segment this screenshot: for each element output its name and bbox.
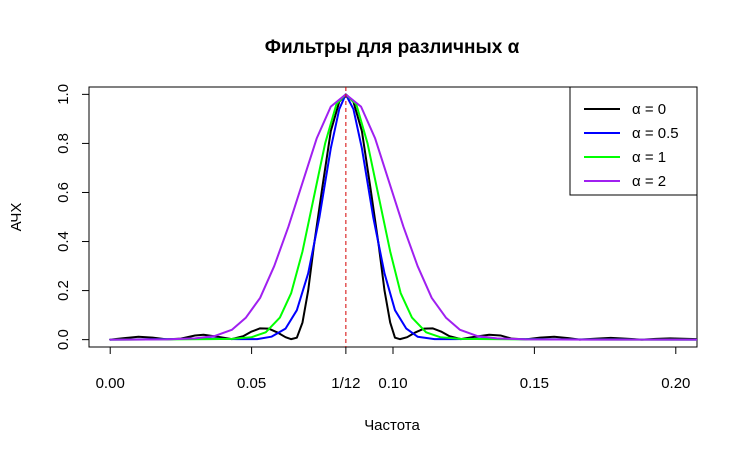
x-tick-label: 0.00 — [96, 375, 125, 392]
series-lines — [109, 93, 697, 341]
legend-label-3: α = 2 — [632, 173, 666, 190]
chart-title: Фильтры для различных α — [265, 37, 520, 58]
y-axis-label: АЧХ — [8, 203, 25, 232]
x-axis: 0.00 0.05 1/12 0.10 0.15 0.20 — [96, 346, 690, 392]
y-tick-label: 0.8 — [55, 133, 72, 154]
legend-label-0: α = 0 — [632, 101, 666, 118]
legend: α = 0 α = 0.5 α = 1 α = 2 — [569, 86, 698, 196]
y-tick-label: 0.4 — [55, 231, 72, 252]
series-layer — [109, 87, 697, 347]
legend-box — [569, 86, 698, 196]
y-tick-label: 0.6 — [55, 182, 72, 203]
y-tick-label: 0.0 — [55, 329, 72, 350]
x-tick-label: 0.05 — [237, 375, 266, 392]
y-tick-label: 1.0 — [55, 84, 72, 105]
legend-label-1: α = 0.5 — [632, 125, 679, 142]
x-tick-label: 1/12 — [331, 375, 360, 392]
x-tick-label: 0.20 — [661, 375, 690, 392]
x-axis-label: Частота — [364, 417, 420, 434]
y-tick-label: 0.2 — [55, 280, 72, 301]
series-line-3 — [109, 93, 697, 341]
legend-label-2: α = 1 — [632, 149, 666, 166]
x-tick-label: 0.15 — [520, 375, 549, 392]
x-tick-label: 0.10 — [378, 375, 407, 392]
y-axis: 0.0 0.2 0.4 0.6 0.8 1.0 — [55, 84, 90, 350]
